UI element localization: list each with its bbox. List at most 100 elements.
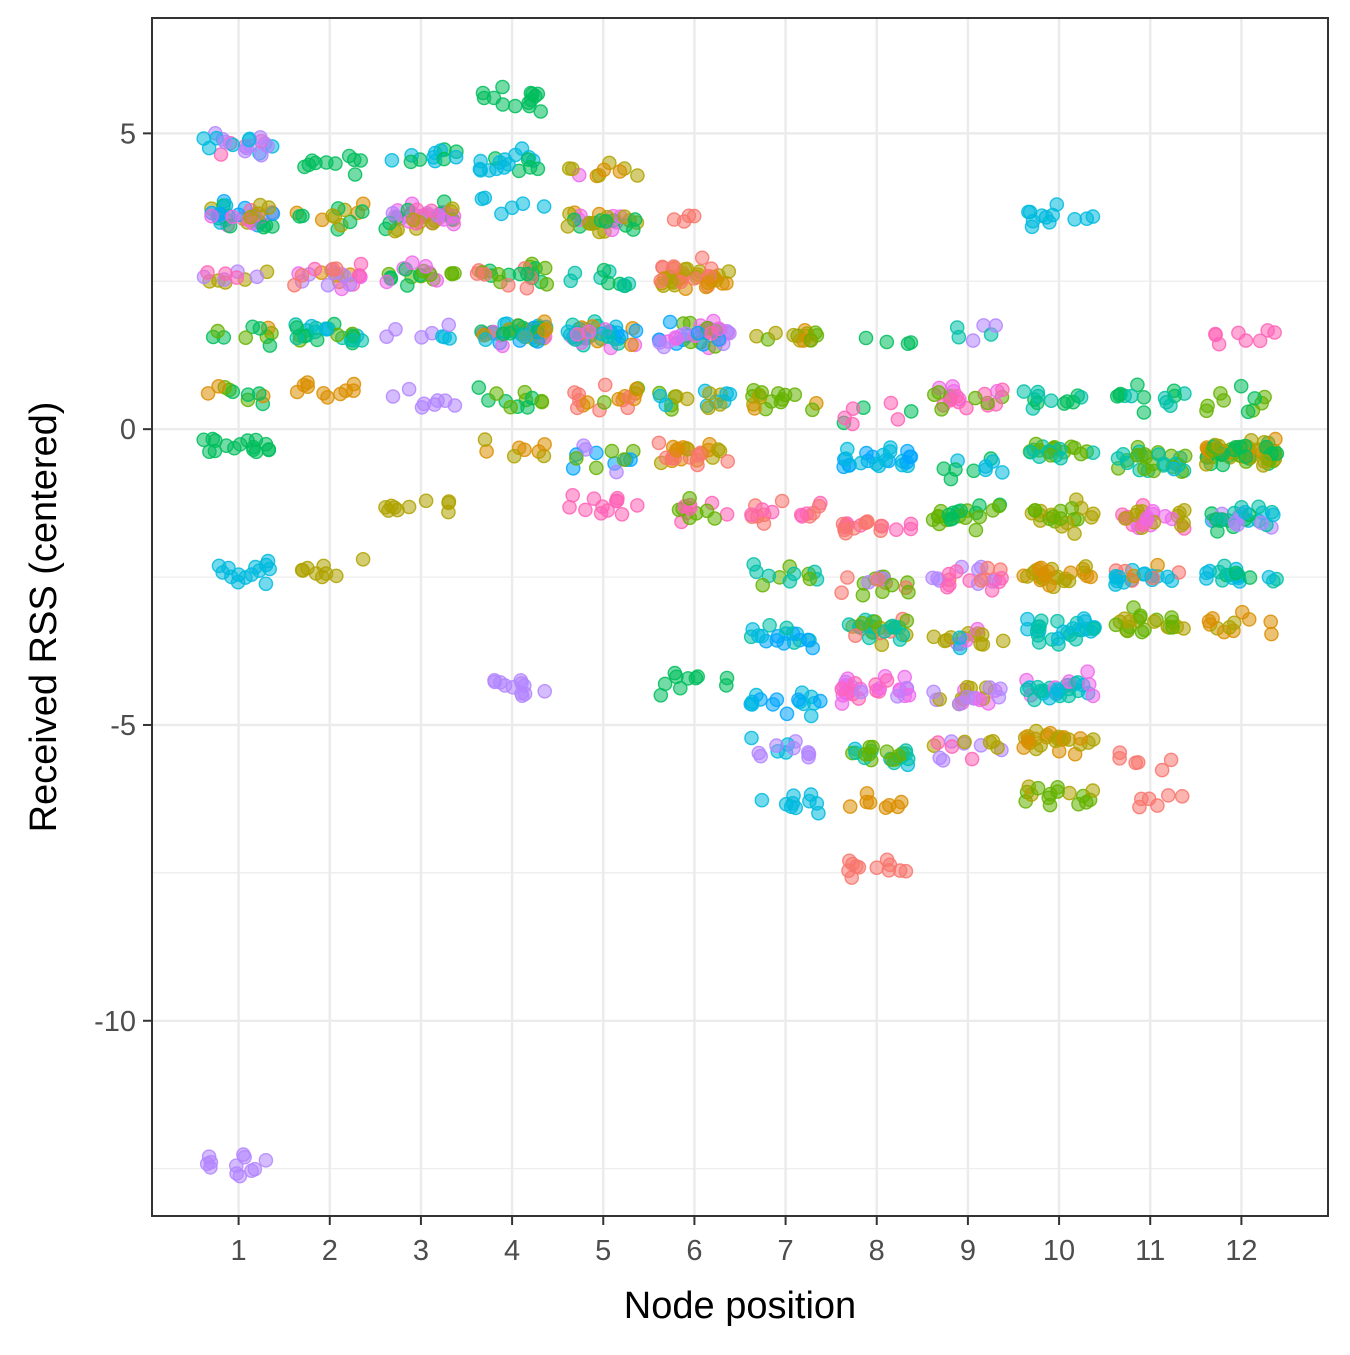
- x-tick-label: 6: [686, 1235, 702, 1267]
- data-point: [968, 522, 984, 538]
- data-point: [414, 329, 429, 345]
- data-point: [1111, 569, 1127, 585]
- data-point: [673, 680, 688, 696]
- data-point: [755, 502, 770, 517]
- data-point: [1130, 448, 1145, 463]
- data-point: [1150, 557, 1165, 573]
- data-point: [610, 490, 625, 506]
- data-point: [1030, 679, 1046, 695]
- data-point: [490, 266, 506, 282]
- data-point: [1199, 456, 1214, 472]
- data-point: [196, 131, 211, 146]
- data-point: [895, 627, 911, 643]
- data-point: [1067, 526, 1082, 541]
- data-point: [762, 618, 777, 633]
- data-point: [782, 574, 798, 589]
- data-point: [1211, 336, 1227, 352]
- data-point: [978, 459, 994, 474]
- data-point: [601, 275, 616, 291]
- data-point: [779, 706, 795, 722]
- data-point: [1050, 682, 1065, 697]
- data-point: [925, 512, 941, 528]
- data-point: [1042, 214, 1057, 230]
- data-point: [446, 216, 462, 232]
- data-point: [859, 515, 875, 530]
- data-point: [988, 318, 1004, 333]
- data-point: [1161, 788, 1176, 803]
- data-point: [1177, 448, 1193, 464]
- data-point: [442, 331, 457, 346]
- x-tick-label: 3: [413, 1235, 429, 1267]
- data-point: [964, 751, 980, 767]
- data-point: [1136, 389, 1152, 405]
- data-point: [401, 499, 417, 515]
- data-point: [854, 684, 869, 700]
- data-point: [834, 681, 850, 697]
- data-point: [803, 332, 819, 348]
- data-point: [719, 670, 735, 686]
- data-point: [537, 684, 553, 699]
- data-point: [202, 444, 217, 460]
- data-point: [690, 447, 706, 463]
- data-point: [418, 258, 434, 274]
- data-point: [1078, 795, 1094, 810]
- data-point: [597, 377, 613, 393]
- data-point: [768, 325, 783, 341]
- data-point: [1080, 664, 1095, 680]
- data-point: [238, 570, 253, 585]
- data-point: [690, 325, 706, 341]
- data-point: [995, 465, 1010, 480]
- data-point: [1257, 453, 1272, 469]
- data-point: [687, 271, 702, 286]
- data-point: [879, 334, 895, 350]
- data-point: [679, 261, 695, 277]
- data-point: [384, 152, 400, 168]
- data-point: [626, 222, 641, 237]
- data-point: [218, 266, 233, 282]
- data-point: [1137, 461, 1152, 477]
- data-point: [1211, 438, 1227, 454]
- data-point: [690, 669, 706, 684]
- data-point: [354, 204, 370, 219]
- data-point: [1222, 620, 1237, 635]
- data-point: [1252, 333, 1268, 349]
- data-point: [205, 431, 220, 447]
- x-tick-label: 1: [231, 1235, 247, 1267]
- data-point: [614, 506, 630, 522]
- data-point: [1029, 623, 1045, 639]
- data-point: [1242, 570, 1258, 585]
- data-point: [244, 1163, 259, 1178]
- data-point: [385, 389, 401, 404]
- data-point: [241, 132, 257, 148]
- data-point: [658, 450, 674, 466]
- data-point: [1073, 731, 1088, 746]
- data-point: [580, 395, 595, 410]
- data-point: [515, 196, 531, 211]
- data-point: [1264, 626, 1279, 642]
- data-point: [325, 261, 341, 277]
- data-point: [495, 338, 510, 354]
- data-point: [1261, 569, 1277, 585]
- data-point: [1201, 613, 1217, 629]
- data-point: [609, 464, 624, 480]
- data-point: [932, 750, 948, 766]
- data-point: [1016, 384, 1032, 399]
- data-point: [1024, 219, 1040, 235]
- data-point: [479, 444, 494, 459]
- data-point: [292, 209, 307, 224]
- data-point: [941, 566, 957, 582]
- data-point: [786, 327, 801, 343]
- data-point: [500, 277, 516, 293]
- data-point: [1064, 501, 1080, 516]
- data-point: [578, 502, 593, 518]
- data-point: [1210, 524, 1225, 539]
- data-point: [657, 676, 673, 692]
- data-point: [1118, 511, 1134, 526]
- data-point: [629, 381, 644, 397]
- data-point: [934, 401, 949, 417]
- data-point: [628, 323, 644, 339]
- data-point: [1156, 456, 1172, 472]
- data-point: [347, 167, 363, 182]
- data-point: [652, 335, 667, 350]
